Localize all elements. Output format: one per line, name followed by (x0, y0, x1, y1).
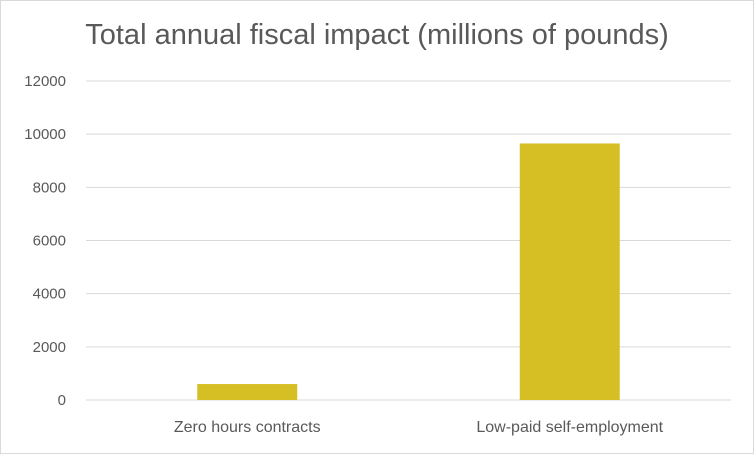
y-axis-ticks: 0 2000 4000 6000 8000 10000 12000 (24, 73, 66, 409)
x-axis-categories: Zero hours contracts Low-paid self-employ… (174, 419, 664, 436)
y-tick-label: 12000 (24, 73, 66, 90)
chart-title: Total annual fiscal impact (millions of … (85, 19, 669, 51)
y-tick-label: 8000 (33, 179, 66, 196)
category-label: Low-paid self-employment (476, 419, 663, 436)
bar-low-paid-self-employment (519, 143, 620, 401)
bar-zero-hours-contracts (197, 384, 298, 400)
y-tick-label: 6000 (33, 233, 66, 250)
y-tick-label: 10000 (24, 126, 66, 143)
y-tick-label: 2000 (33, 339, 66, 356)
gridlines (86, 80, 731, 401)
category-label: Zero hours contracts (174, 419, 321, 436)
y-tick-label: 4000 (33, 286, 66, 303)
y-tick-label: 0 (58, 392, 66, 409)
bars (197, 143, 620, 401)
